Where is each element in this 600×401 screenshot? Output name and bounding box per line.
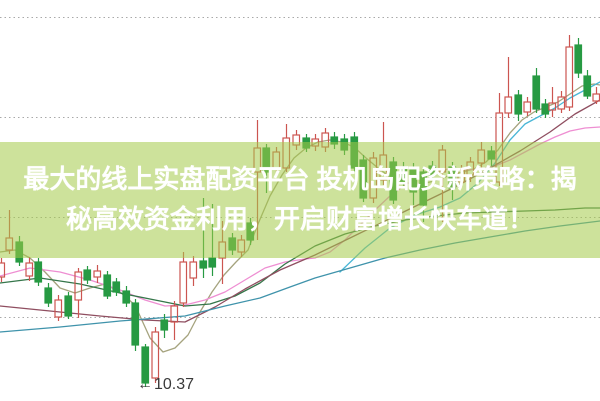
low-price-annotation: ←10.37 <box>137 376 194 394</box>
left-arrow-icon: ← <box>137 376 153 393</box>
headline-line1: 最大的线上实盘配资平台 投机岛配资新策略：揭 <box>23 164 577 194</box>
headline-banner: 最大的线上实盘配资平台 投机岛配资新策略：揭 秘高效资金利用，开启财富增长快车道… <box>0 142 600 258</box>
low-price-text: 10.37 <box>154 376 195 393</box>
headline-line2: 秘高效资金利用，开启财富增长快车道！ <box>65 204 534 234</box>
